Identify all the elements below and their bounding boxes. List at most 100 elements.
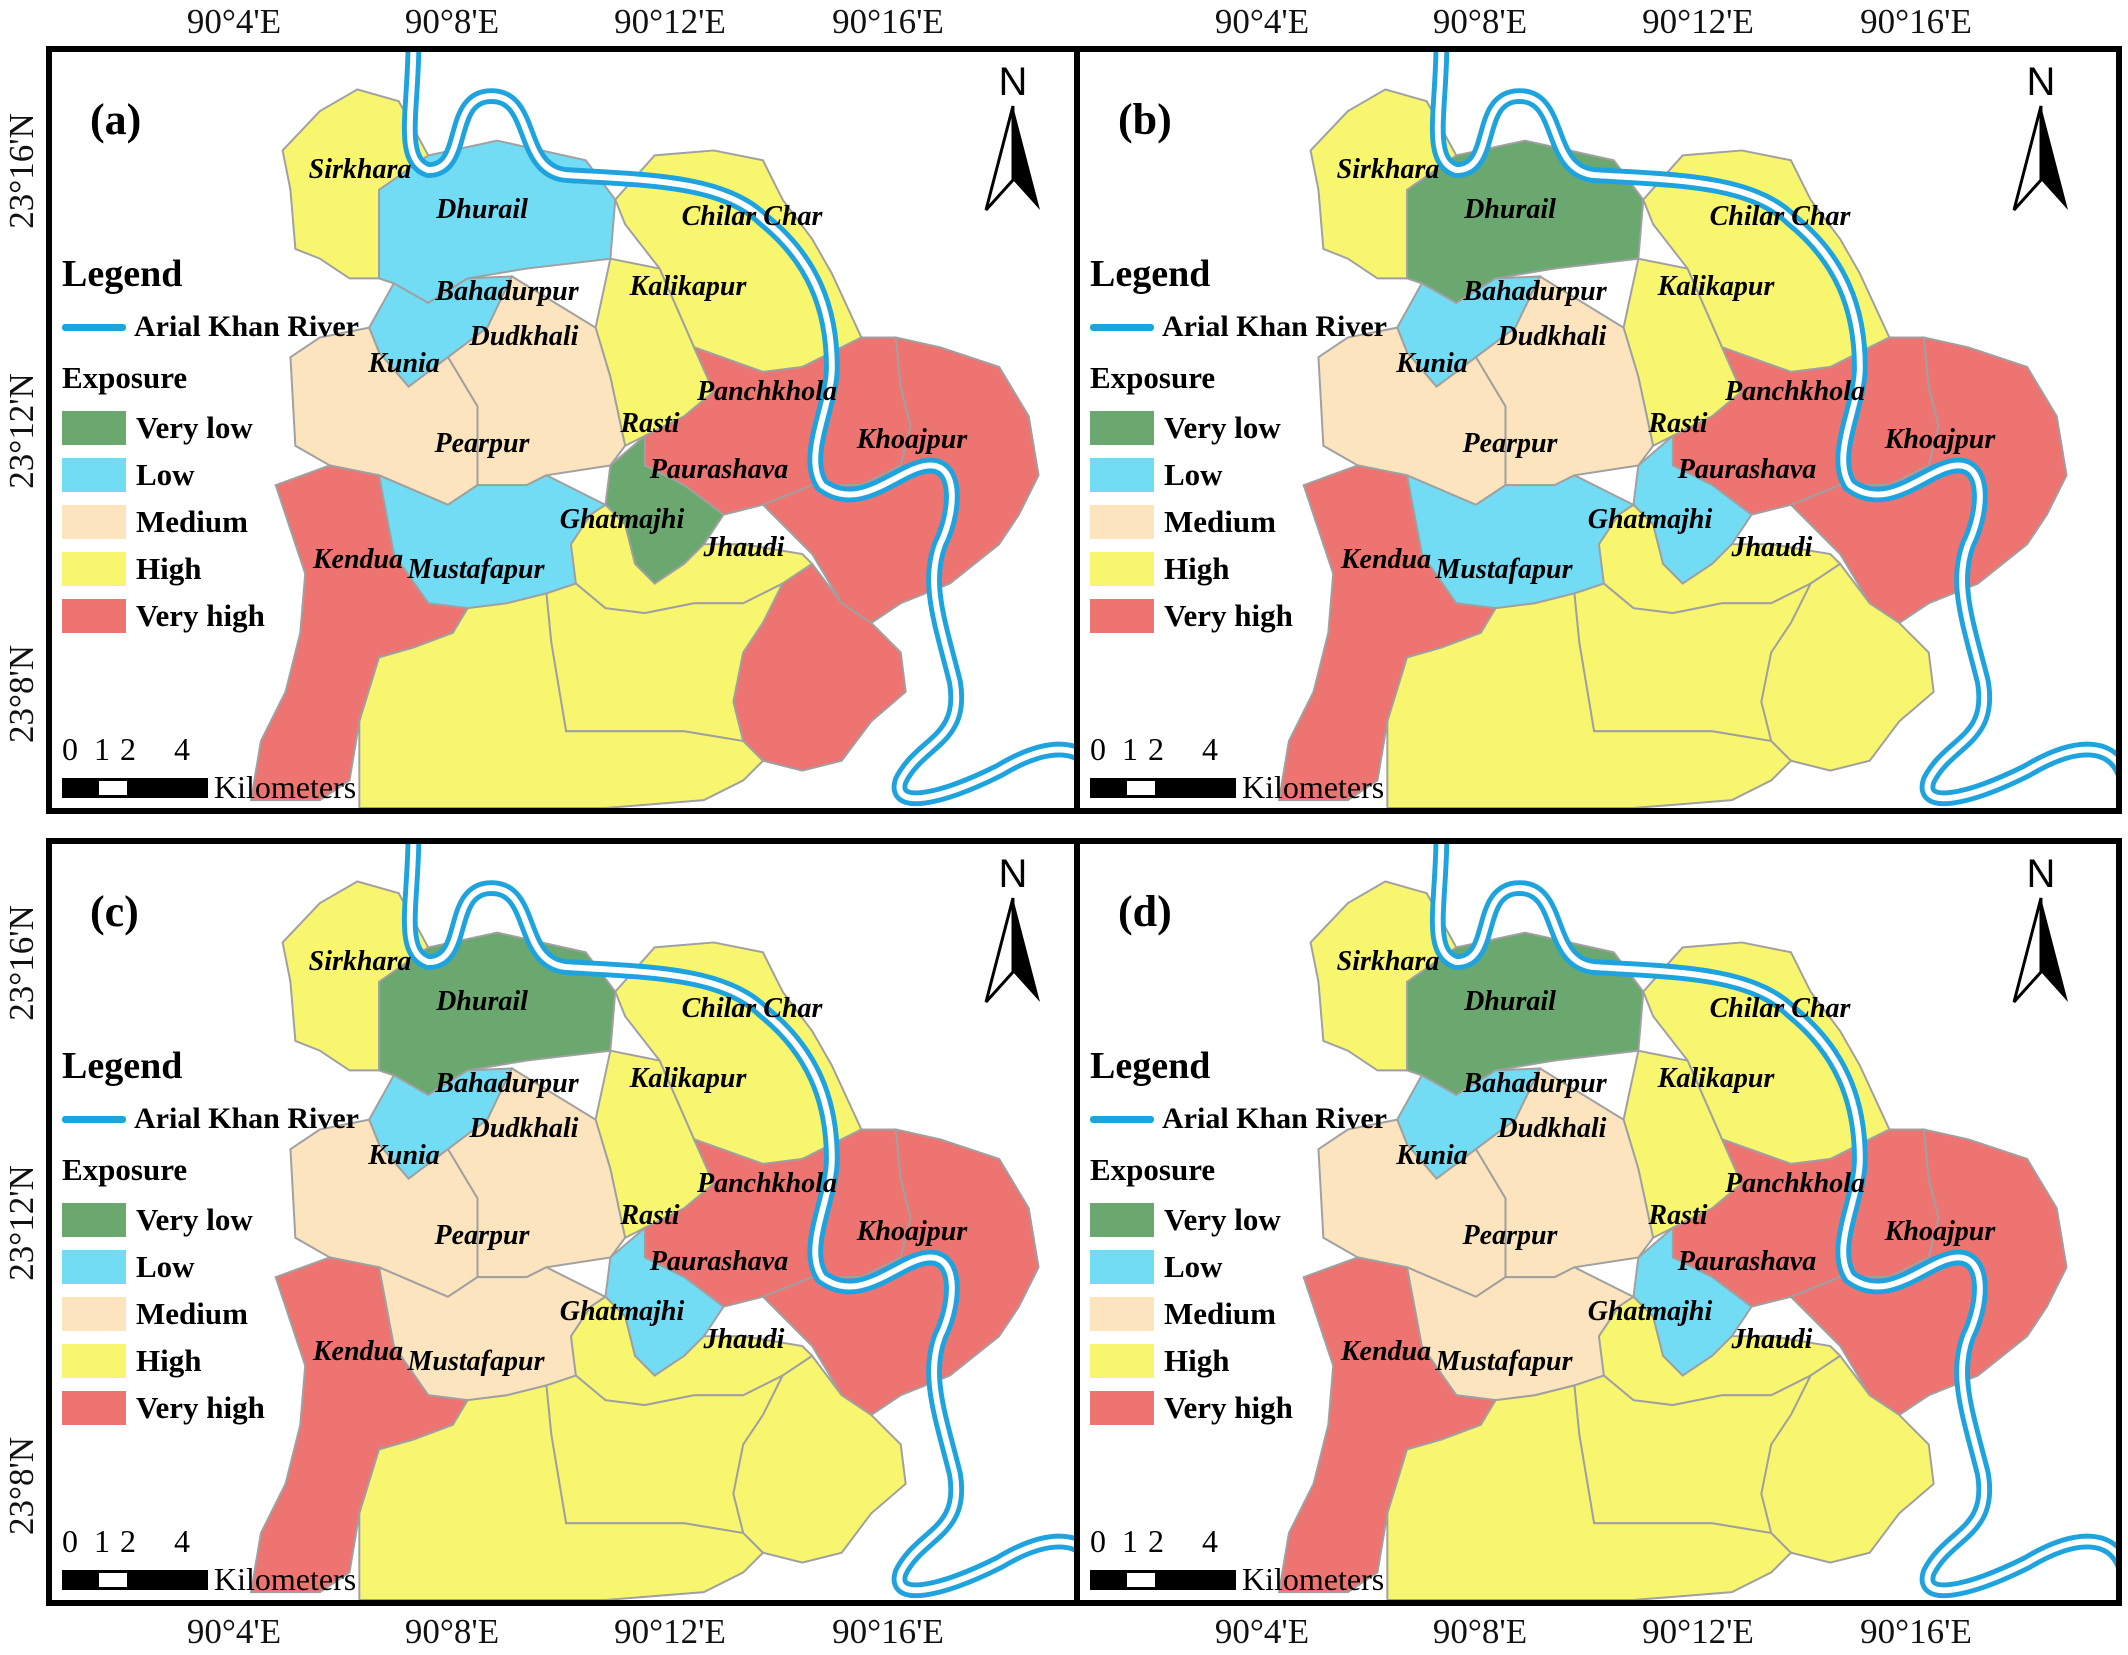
latitude-label-left: 23°12'N (2, 373, 41, 489)
map-panel: (b) Sirkhara Dhurail Chilar Char Bahadurpur K… (1074, 46, 2122, 814)
scale-tick: 0 (62, 731, 78, 767)
village-label: Ghatmajhi (559, 1296, 685, 1327)
longitude-label-bottom: 90°16'E (1860, 1612, 1972, 1651)
village-polygon-sirkhara (281, 880, 430, 1072)
river-channel (1434, 844, 2116, 1594)
north-letter: N (998, 60, 1028, 104)
village-label: Dudkhali (469, 321, 579, 352)
longitude-label-bottom: 90°8'E (404, 1612, 500, 1651)
village-label: Paurashava (649, 454, 789, 485)
river-swatch (1090, 1115, 1154, 1123)
legend-river-label: Arial Khan River (134, 1102, 359, 1135)
north-arrow-icon (2012, 105, 2068, 212)
legend-class-row: High (1090, 545, 1387, 592)
village-polygon-mustafapur (1386, 592, 1793, 808)
scale-segment (1155, 1572, 1233, 1587)
village-label: Khoajpur (1884, 424, 1996, 455)
latitude-label-left: 23°8'N (2, 1436, 41, 1536)
village-label: Kalikapur (1657, 1063, 1775, 1094)
scale-bar: 0 1 2 4 Kilometers (62, 731, 356, 806)
legend-swatch (1090, 1343, 1154, 1378)
legend-class-label: High (1164, 1342, 1230, 1378)
scale-tick: 1 (1122, 1523, 1138, 1559)
legend-title: Legend (1090, 1045, 1211, 1087)
scale-bar-graphic (1090, 1569, 1236, 1590)
village-label: Chilar Char (681, 993, 823, 1024)
legend-class-label: Low (1164, 1248, 1223, 1284)
legend-swatch (62, 1343, 126, 1378)
scale-bar-row: Kilometers (62, 769, 356, 806)
map-panel: (d) Sirkhara Dhurail Chilar Char Bahadurpur K… (1074, 838, 2122, 1606)
north-arrow-icon (984, 897, 1040, 1004)
legend-class-row: Medium (1090, 1290, 1387, 1337)
scale-bar-row: Kilometers (62, 1561, 356, 1598)
legend-class-row: Medium (1090, 498, 1387, 545)
village-polygon-mustafapur (1386, 1384, 1793, 1600)
village-label: Kunia (1396, 1140, 1468, 1171)
scale-unit: Kilometers (214, 1561, 357, 1597)
scale-bar-graphic (62, 777, 208, 798)
legend-class-label: Very low (1164, 409, 1281, 445)
village-polygon-jhaudi (732, 562, 907, 772)
village-label: Kendua (312, 1336, 404, 1367)
longitude-label-bottom: 90°12'E (614, 1612, 726, 1651)
legend-class-row: Very low (62, 404, 359, 451)
village-polygon-jhaudi (1760, 562, 1935, 772)
scale-bar-graphic (62, 1569, 208, 1590)
river-channel (1434, 52, 2116, 802)
longitude-label-bottom: 90°8'E (1432, 1612, 1528, 1651)
village-label: Kunia (368, 1140, 440, 1171)
scale-tick: 0 (1090, 731, 1106, 767)
longitude-label-top: 90°12'E (614, 2, 726, 41)
north-letter: N (2026, 60, 2056, 104)
village-label: Kalikapur (1657, 271, 1775, 302)
village-label: Dhurail (436, 194, 528, 225)
village-label: Khoajpur (1884, 1216, 1996, 1247)
legend-swatch (62, 457, 126, 492)
scale-tick: 1 (1122, 731, 1138, 767)
legend: Legend Arial Khan River Exposure Very low Lo… (62, 1044, 359, 1431)
village-label: Rasti (1648, 1200, 1708, 1231)
scale-bar-row: Kilometers (1090, 769, 1384, 806)
exposure-map (1277, 844, 2116, 1600)
village-polygon-jhaudi (732, 1354, 907, 1564)
panel-label: (d) (1118, 887, 1172, 936)
village-label: Khoajpur (856, 1216, 968, 1247)
scale-tick: 2 (120, 731, 136, 767)
legend-swatch (62, 1202, 126, 1237)
legend-swatch (62, 1296, 126, 1331)
legend-class-row: High (62, 545, 359, 592)
latitude-label-left: 23°8'N (2, 644, 41, 744)
longitude-label-bottom: 90°4'E (1214, 1612, 1310, 1651)
panel-label: (c) (90, 887, 139, 936)
village-label: Jhaudi (1731, 532, 1813, 563)
village-label: Sirkhara (1336, 154, 1440, 185)
longitude-label-bottom: 90°16'E (832, 1612, 944, 1651)
legend-class-row: Very low (62, 1196, 359, 1243)
legend-river-row: Arial Khan River (62, 310, 359, 344)
legend-class-label: Very high (136, 597, 265, 633)
legend-class-row: Very low (1090, 1196, 1387, 1243)
village-polygon-jhaudi (1760, 1354, 1935, 1564)
village-label: Kalikapur (629, 271, 747, 302)
legend-title: Legend (62, 1045, 183, 1087)
legend-swatch (1090, 1390, 1154, 1425)
scale-segment (1093, 1572, 1127, 1587)
legend-swatch (1090, 1296, 1154, 1331)
scale-tick: 2 (1148, 731, 1164, 767)
legend-class-row: High (62, 1337, 359, 1384)
legend: Legend Arial Khan River Exposure Very low Lo… (1090, 1044, 1387, 1431)
legend-swatch (62, 504, 126, 539)
legend-class-row: Low (1090, 451, 1387, 498)
village-label: Ghatmajhi (559, 504, 685, 535)
legend-title: Legend (62, 253, 183, 295)
village-label: Jhaudi (703, 532, 785, 563)
village-label: Panchkhola (696, 376, 838, 407)
legend-swatch (62, 1390, 126, 1425)
village-label: Dudkhali (1497, 321, 1607, 352)
latitude-label-left: 23°16'N (2, 113, 41, 229)
village-label: Mustafapur (1435, 1346, 1573, 1377)
scale-segment (1093, 780, 1127, 795)
